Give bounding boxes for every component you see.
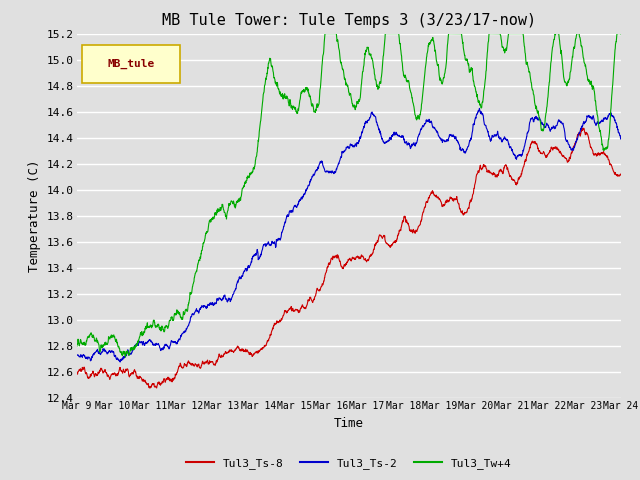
- FancyBboxPatch shape: [82, 45, 180, 83]
- Y-axis label: Temperature (C): Temperature (C): [28, 160, 42, 272]
- Legend: Tul3_Ts-8, Tul3_Ts-2, Tul3_Tw+4: Tul3_Ts-8, Tul3_Ts-2, Tul3_Tw+4: [182, 453, 516, 473]
- Text: MB_tule: MB_tule: [108, 59, 155, 69]
- X-axis label: Time: Time: [334, 417, 364, 430]
- Title: MB Tule Tower: Tule Temps 3 (3/23/17-now): MB Tule Tower: Tule Temps 3 (3/23/17-now…: [162, 13, 536, 28]
